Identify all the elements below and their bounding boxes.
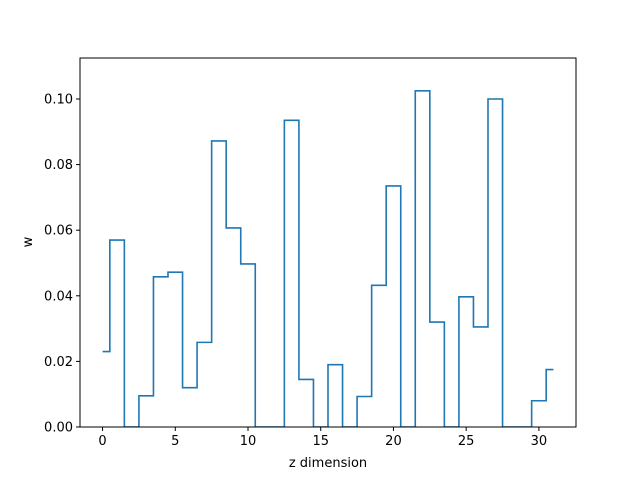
- x-axis-label: z dimension: [289, 456, 367, 471]
- x-tick-label: 5: [171, 434, 179, 449]
- x-tick-label: 10: [240, 434, 257, 449]
- x-tick-label: 25: [458, 434, 475, 449]
- y-tick-label: 0.02: [44, 355, 73, 370]
- y-axis-label: w: [21, 236, 36, 247]
- x-tick-label: 30: [531, 434, 548, 449]
- x-tick-label: 20: [385, 434, 402, 449]
- y-tick-label: 0.10: [44, 93, 73, 108]
- x-axis: 0 5 10 15 20 25 30: [98, 427, 547, 449]
- y-tick-label: 0.06: [44, 224, 73, 239]
- y-axis: 0.00 0.02 0.04 0.06 0.08 0.10: [44, 93, 80, 436]
- series-line: [102, 90, 554, 427]
- series-layer: [102, 90, 554, 427]
- y-tick-label: 0.00: [44, 421, 73, 436]
- x-tick-label: 15: [312, 434, 329, 449]
- y-tick-label: 0.04: [44, 289, 73, 304]
- y-tick-label: 0.08: [44, 158, 73, 173]
- axes-frame: [79, 57, 577, 428]
- x-tick-label: 0: [98, 434, 106, 449]
